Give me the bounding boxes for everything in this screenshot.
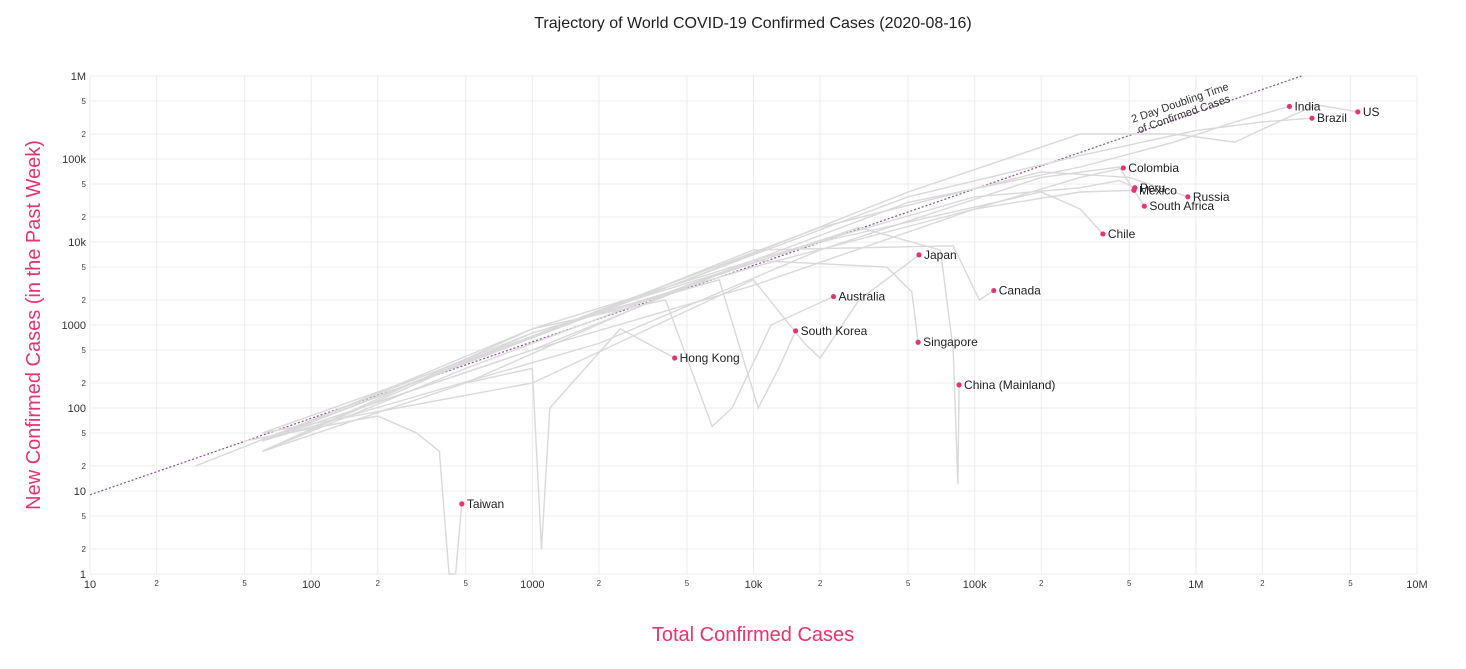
x-tick-label: 100k: [963, 579, 987, 591]
country-label: Peru: [1140, 181, 1165, 195]
trajectory-line: [261, 295, 834, 442]
y-tick-label: 1M: [71, 71, 86, 83]
x-minor-tick-label: 5: [1348, 579, 1353, 588]
x-minor-tick-label: 2: [597, 579, 602, 588]
trajectory-line: [261, 191, 1104, 442]
y-minor-tick-label: 2: [82, 130, 87, 139]
country-label: South Korea: [801, 324, 868, 338]
x-axis-ticks: 10 100 1000 10k 100k 1M 10M 2 5 2 5 2 5 2 5 2 5 2 5: [84, 579, 1428, 591]
trajectory-line: [261, 179, 1136, 453]
y-minor-tick-label: 5: [82, 429, 87, 438]
country-label: Japan: [924, 248, 957, 262]
x-axis-title: Total Confirmed Cases: [652, 624, 854, 646]
y-tick-label: 1000: [62, 320, 86, 332]
trajectory-line: [261, 105, 1290, 453]
trajectory-line: [261, 259, 919, 442]
y-tick-label: 100k: [62, 154, 86, 166]
x-minor-tick-label: 2: [154, 579, 159, 588]
x-minor-tick-label: 5: [1127, 579, 1132, 588]
country-label: Canada: [999, 284, 1041, 298]
y-tick-label: 100: [68, 403, 86, 415]
y-tick-label: 10k: [68, 237, 86, 249]
y-minor-tick-label: 5: [82, 512, 87, 521]
trajectory-line: [261, 245, 995, 442]
country-label: India: [1294, 99, 1320, 113]
country-label: Mexico: [1139, 183, 1177, 197]
country-marker: [915, 339, 921, 345]
trajectory-line: [195, 278, 797, 467]
x-minor-tick-label: 2: [1039, 579, 1044, 588]
y-minor-tick-label: 5: [82, 346, 87, 355]
country-label: China (Mainland): [964, 378, 1055, 392]
chart-title: Trajectory of World COVID-19 Confirmed C…: [534, 15, 972, 32]
country-marker: [956, 382, 962, 388]
country-marker: [1185, 194, 1191, 200]
country-label: US: [1363, 105, 1380, 119]
country-label: Singapore: [923, 335, 978, 349]
country-marker: [672, 355, 678, 361]
country-label: Australia: [839, 290, 886, 304]
x-minor-tick-label: 2: [818, 579, 823, 588]
y-minor-tick-label: 2: [82, 213, 87, 222]
trajectories: [195, 104, 1358, 575]
country-marker: [459, 501, 465, 507]
grid: [89, 75, 1418, 575]
y-minor-tick-label: 2: [82, 296, 87, 305]
country-marker: [1120, 165, 1126, 171]
country-marker: [1141, 203, 1147, 209]
y-minor-tick-label: 2: [82, 379, 87, 388]
trajectory-line: [261, 166, 1145, 442]
country-marker: [916, 252, 922, 258]
y-minor-tick-label: 5: [82, 97, 87, 106]
country-label: Hong Kong: [680, 351, 740, 365]
country-marker: [1286, 103, 1293, 110]
x-tick-label: 10M: [1406, 579, 1427, 591]
x-tick-label: 1000: [520, 579, 544, 591]
x-tick-label: 10k: [745, 579, 763, 591]
trajectory-line: [261, 254, 920, 434]
country-marker: [1131, 187, 1137, 193]
x-minor-tick-label: 5: [906, 579, 911, 588]
x-tick-label: 10: [84, 579, 96, 591]
y-axis-title: New Confirmed Cases (in the Past Week): [23, 140, 45, 510]
x-minor-tick-label: 2: [1260, 579, 1265, 588]
trajectory-line: [465, 226, 960, 485]
y-minor-tick-label: 2: [82, 545, 87, 554]
x-minor-tick-label: 5: [464, 579, 469, 588]
country-label: Colombia: [1128, 161, 1179, 175]
country-marker: [1100, 231, 1106, 237]
country-marker: [991, 287, 997, 294]
country-label: Brazil: [1317, 111, 1347, 125]
country-marker: [792, 328, 799, 334]
country-label: Chile: [1108, 227, 1136, 241]
y-axis-ticks: 1 10 100 1000 10k 100k 1M 2 5 2 5 2 5 2 5 2 5 2 5: [62, 71, 87, 581]
trajectory-line: [261, 189, 1134, 453]
y-minor-tick-label: 5: [82, 180, 87, 189]
x-minor-tick-label: 5: [242, 579, 247, 588]
x-minor-tick-label: 2: [376, 579, 381, 588]
x-tick-label: 1M: [1188, 579, 1203, 591]
country-label: South Africa: [1149, 199, 1214, 213]
trajectory-line: [244, 415, 463, 575]
x-tick-label: 100: [302, 579, 320, 591]
country-label: Taiwan: [467, 497, 504, 511]
y-minor-tick-label: 5: [82, 263, 87, 272]
country-marker: [830, 293, 837, 300]
y-tick-label: 10: [74, 486, 86, 498]
doubling-time-line: [89, 75, 1302, 496]
country-label: Russia: [1193, 190, 1230, 204]
country-marker: [1355, 109, 1361, 115]
y-minor-tick-label: 2: [82, 462, 87, 471]
x-minor-tick-label: 5: [685, 579, 690, 588]
country-marker: [1309, 115, 1315, 121]
y-tick-label: 1: [80, 569, 86, 581]
